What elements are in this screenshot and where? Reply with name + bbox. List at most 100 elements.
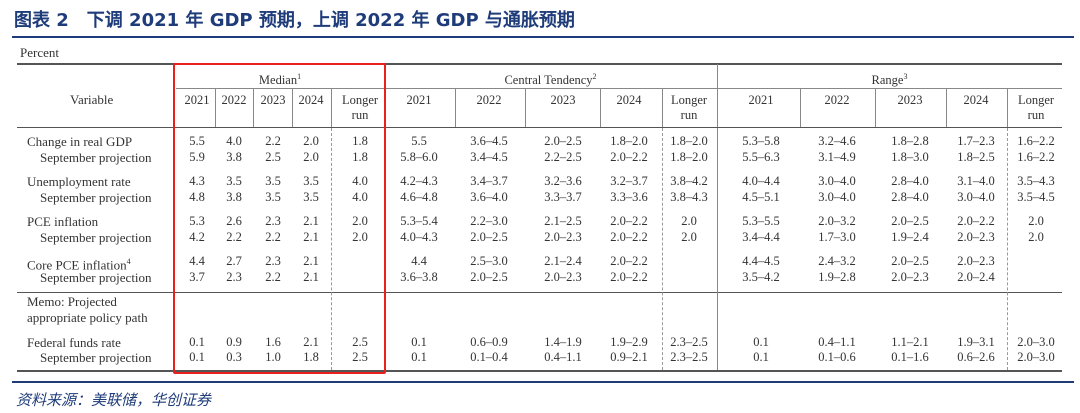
cell-central: 3.4–3.7 [470, 174, 508, 188]
cell-median: 2.6 [226, 214, 242, 228]
cell-central: 0.6–0.9 [470, 335, 508, 349]
footnote-mark: 3 [903, 72, 908, 81]
cell-range: 3.1–4.9 [818, 150, 856, 164]
group-header-central: Central Tendency2 [504, 69, 596, 88]
cell-central: 2.0 [681, 230, 697, 244]
cell-central: 2.0–2.5 [470, 230, 508, 244]
row-label-text: Core PCE inflation [27, 257, 127, 273]
column-header-2024: 2024 [963, 93, 989, 107]
cell-median: 4.4 [189, 254, 205, 268]
cell-range: 2.8–4.0 [891, 190, 929, 204]
cell-central: 3.3–3.7 [544, 190, 582, 204]
cell-median: 2.1 [303, 254, 319, 268]
table-top-rule [17, 63, 1062, 65]
cell-median: 4.0 [352, 174, 368, 188]
cell-central: 0.4–1.1 [544, 350, 582, 364]
cell-central: 2.2–3.0 [470, 214, 508, 228]
column-divider [455, 88, 456, 127]
cell-central: 3.2–3.6 [544, 174, 582, 188]
group-name: Median [258, 73, 298, 88]
cell-median: 3.8 [226, 150, 242, 164]
cell-range: 1.1–2.1 [891, 335, 929, 349]
variable-header: Variable [70, 92, 114, 107]
cell-central: 0.1 [411, 335, 427, 349]
cell-central: 2.0–2.2 [610, 230, 648, 244]
cell-range: 0.6–2.6 [957, 350, 995, 364]
cell-range: 5.5–6.3 [742, 150, 780, 164]
cell-range: 2.0 [1028, 214, 1044, 228]
cell-range: 2.0–3.0 [1017, 335, 1055, 349]
cell-median: 0.9 [226, 335, 242, 349]
cell-median: 4.2 [189, 230, 205, 244]
cell-median: 2.5 [265, 150, 281, 164]
cell-central: 4.0–4.3 [400, 230, 438, 244]
cell-range: 0.1–1.6 [891, 350, 929, 364]
column-divider [1007, 88, 1008, 127]
cell-median: 1.6 [265, 335, 281, 349]
group-underline [384, 88, 717, 89]
cell-median: 3.5 [265, 190, 281, 204]
cell-median: 2.0 [303, 134, 319, 148]
cell-central: 1.4–1.9 [544, 335, 582, 349]
cell-median: 2.0 [352, 230, 368, 244]
longer-run-dashed-divider [662, 128, 663, 370]
cell-central: 4.4 [411, 254, 427, 268]
row-label: Federal funds rate [27, 335, 121, 350]
cell-range: 3.5–4.3 [1017, 174, 1055, 188]
cell-range: 2.0–2.4 [957, 270, 995, 284]
row-label: PCE inflation [27, 214, 98, 229]
cell-median: 3.7 [189, 270, 205, 284]
cell-median: 2.0 [352, 214, 368, 228]
cell-range: 2.0–3.2 [818, 214, 856, 228]
row-label-text: Change in real GDP [27, 134, 133, 149]
cell-range: 3.5–4.5 [1017, 190, 1055, 204]
cell-median: 2.2 [265, 270, 281, 284]
unit-label: Percent [20, 45, 59, 60]
column-divider [662, 88, 663, 127]
cell-range: 1.7–3.0 [818, 230, 856, 244]
cell-median: 3.5 [303, 190, 319, 204]
column-header-2024: 2024 [298, 93, 324, 107]
column-divider [875, 88, 876, 127]
source-divider [12, 381, 1074, 383]
cell-range: 3.1–4.0 [957, 174, 995, 188]
table-bottom-rule [17, 370, 1062, 372]
cell-central: 3.8–4.2 [670, 174, 708, 188]
cell-median: 1.0 [265, 350, 281, 364]
memo-label: appropriate policy path [27, 310, 148, 325]
row-label-text: September projection [40, 150, 152, 165]
cell-central: 5.3–5.4 [400, 214, 438, 228]
cell-range: 2.0–2.5 [891, 214, 929, 228]
column-header-2022: 2022 [476, 93, 502, 107]
cell-central: 2.0–2.3 [544, 230, 582, 244]
row-label: September projection [40, 190, 152, 205]
figure-title: 图表 2 下调 2021 年 GDP 预期，上调 2022 年 GDP 与通胀预… [14, 10, 575, 31]
group-name: Range [871, 73, 904, 88]
column-header-2023: 2023 [550, 93, 576, 107]
cell-central: 2.0–2.5 [470, 270, 508, 284]
cell-range: 4.0–4.4 [742, 174, 780, 188]
cell-median: 2.3 [265, 254, 281, 268]
title-divider [12, 36, 1074, 38]
cell-central: 2.5–3.0 [470, 254, 508, 268]
row-label: Core PCE inflation4 [27, 254, 131, 272]
row-label: September projection [40, 270, 152, 285]
row-label-text: September projection [40, 230, 152, 245]
cell-range: 2.0–2.5 [891, 254, 929, 268]
cell-range: 1.8–3.0 [891, 150, 929, 164]
cell-range: 3.0–4.0 [957, 190, 995, 204]
cell-central: 2.1–2.4 [544, 254, 582, 268]
row-label: September projection [40, 150, 152, 165]
cell-central: 1.8–2.0 [670, 150, 708, 164]
cell-median: 2.0 [303, 150, 319, 164]
cell-range: 0.1 [753, 350, 769, 364]
row-label: September projection [40, 230, 152, 245]
column-divider [253, 88, 254, 127]
cell-range: 2.4–3.2 [818, 254, 856, 268]
column-header-2022: 2022 [824, 93, 850, 107]
cell-central: 3.2–3.7 [610, 174, 648, 188]
column-header-2021: 2021 [406, 93, 432, 107]
column-divider [215, 88, 216, 127]
cell-median: 5.9 [189, 150, 205, 164]
cell-median: 3.5 [226, 174, 242, 188]
